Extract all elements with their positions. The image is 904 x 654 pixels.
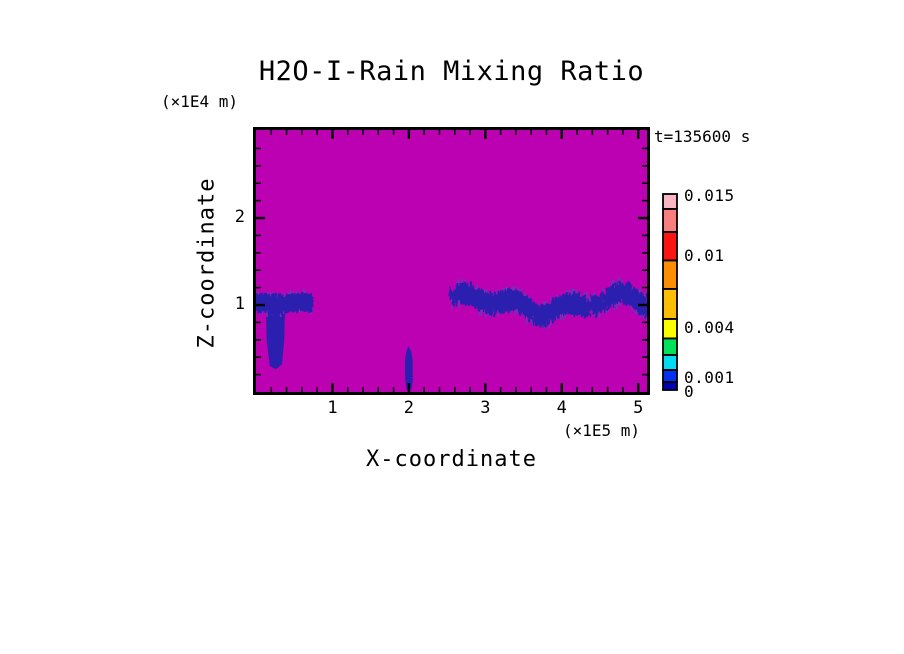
x-axis-tick-label: 5 — [633, 398, 644, 418]
z-axis-units-label: (×1E4 m) — [161, 92, 239, 111]
colorbar-segment — [662, 354, 678, 371]
colorbar-tick-label: 0 — [684, 382, 695, 401]
field-background — [256, 130, 647, 392]
z-axis-title: Z-coordinate — [194, 177, 220, 349]
x-axis-tick-label: 4 — [556, 398, 567, 418]
rain-shaft-left — [265, 307, 285, 370]
plot-frame — [253, 127, 650, 395]
colorbar-segment — [662, 259, 678, 290]
colorbar-tick-label: 0.004 — [684, 318, 735, 337]
z-axis-tick-label: 2 — [234, 207, 245, 228]
chart-title: H2O-I-Rain Mixing Ratio — [258, 56, 645, 87]
z-axis-tick-label: 1 — [234, 294, 245, 314]
x-axis-tick-label: 2 — [403, 398, 414, 418]
colorbar-segment — [662, 231, 678, 262]
plot-field — [256, 130, 647, 392]
colorbar-tick-label: 0.001 — [684, 368, 735, 387]
colorbar-svg — [662, 193, 678, 391]
x-axis-tick-label: 3 — [480, 398, 491, 418]
colorbar-segment — [662, 337, 678, 356]
x-axis-tick-label: 1 — [327, 398, 338, 418]
axis-ticks — [256, 130, 647, 392]
plot-svg — [253, 127, 650, 395]
rain-shaft-mid — [405, 345, 413, 391]
colorbar-segment — [662, 208, 678, 233]
colorbar-segment — [662, 193, 678, 210]
colorbar-segment — [662, 288, 678, 320]
colorbar-segment — [662, 318, 678, 340]
colorbar-tick-label: 0.01 — [684, 246, 725, 265]
rain-core-speckles-thick — [256, 281, 647, 328]
colorbar-segment — [662, 369, 678, 383]
colorbar-tick-label: 0.015 — [684, 186, 735, 205]
x-axis-title: X-coordinate — [366, 447, 537, 472]
colorbar-segment — [662, 381, 678, 391]
x-axis-units-label: (×1E5 m) — [563, 421, 641, 440]
time-annotation: t=135600 s — [654, 127, 751, 146]
